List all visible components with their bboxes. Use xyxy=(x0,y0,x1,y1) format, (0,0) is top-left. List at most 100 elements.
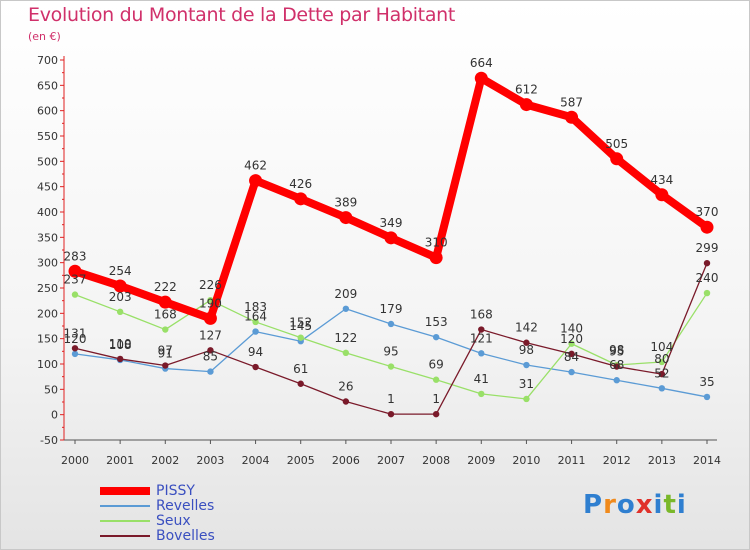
data-point xyxy=(158,295,172,309)
data-point xyxy=(568,350,575,358)
y-tick-label: 650 xyxy=(37,79,58,92)
x-tick-label: 2004 xyxy=(242,454,270,467)
data-point xyxy=(207,368,214,375)
data-label: 140 xyxy=(560,322,583,336)
data-label: 95 xyxy=(609,345,624,359)
series-seux xyxy=(71,289,711,403)
logo-letter: r xyxy=(603,490,617,520)
y-tick-label: 250 xyxy=(37,282,58,295)
x-tick-label: 2006 xyxy=(332,454,360,467)
data-point xyxy=(613,377,620,384)
x-tick-label: 2012 xyxy=(603,454,631,467)
x-tick-label: 2007 xyxy=(377,454,405,467)
axes: -50 0 50 100 150 200 250 300 350 400 450 500 550 600 6… xyxy=(37,54,721,467)
data-point xyxy=(432,410,440,418)
data-label: 190 xyxy=(199,296,222,310)
data-label: 349 xyxy=(380,216,403,230)
y-tick-label: 100 xyxy=(37,358,58,371)
y-tick-label: -50 xyxy=(40,434,58,447)
data-label: 587 xyxy=(560,95,583,109)
data-point xyxy=(565,110,579,124)
data-point xyxy=(71,345,79,352)
data-label: 462 xyxy=(244,159,267,173)
data-label: 142 xyxy=(515,321,538,335)
legend-label: Seux xyxy=(156,513,191,529)
data-point xyxy=(252,328,259,335)
x-tick-label: 2009 xyxy=(467,454,495,467)
legend-label: Revelles xyxy=(156,498,215,514)
x-tick-label: 2008 xyxy=(422,454,450,467)
data-label: 41 xyxy=(474,372,489,386)
data-point xyxy=(339,211,353,225)
logo-letter: P xyxy=(583,490,604,520)
data-point xyxy=(610,152,624,166)
data-label: 254 xyxy=(109,264,132,278)
data-point xyxy=(203,311,217,325)
data-label: 240 xyxy=(696,271,719,285)
data-label: 203 xyxy=(109,290,132,304)
data-point xyxy=(655,188,669,202)
data-label: 120 xyxy=(64,332,87,346)
data-label: 94 xyxy=(248,345,263,359)
y-tick-label: 400 xyxy=(37,206,58,219)
series-layer xyxy=(68,71,714,418)
proxiti-logo: Proxiti xyxy=(583,490,687,520)
data-label: 108 xyxy=(109,338,132,352)
data-point xyxy=(478,390,485,398)
data-label: 222 xyxy=(154,280,177,294)
data-point xyxy=(113,279,127,293)
data-point xyxy=(478,326,485,333)
data-point xyxy=(568,368,575,376)
data-label: 104 xyxy=(650,340,673,354)
data-point xyxy=(387,363,395,370)
data-label: 226 xyxy=(199,278,222,292)
data-point xyxy=(658,385,666,392)
data-point xyxy=(342,398,350,405)
logo-letter: i xyxy=(676,490,687,520)
data-point xyxy=(523,395,530,403)
data-point xyxy=(297,380,304,387)
data-label: 153 xyxy=(425,315,448,329)
data-point xyxy=(658,370,666,378)
data-point xyxy=(703,393,711,401)
data-label: 91 xyxy=(158,347,173,361)
y-tick-label: 450 xyxy=(37,181,58,194)
data-label: 183 xyxy=(244,300,267,314)
data-point xyxy=(387,320,395,328)
data-label: 95 xyxy=(383,345,398,359)
data-point xyxy=(252,363,259,371)
x-tick-label: 2001 xyxy=(106,454,134,467)
data-label: 120 xyxy=(560,332,583,346)
y-tick-label: 350 xyxy=(37,231,58,244)
data-point xyxy=(207,347,214,354)
data-point xyxy=(342,305,350,312)
data-point xyxy=(384,231,398,245)
data-label: 299 xyxy=(696,241,719,255)
data-point xyxy=(387,410,395,418)
y-tick-label: 50 xyxy=(44,383,58,396)
legend-swatch xyxy=(100,520,150,522)
data-label: 61 xyxy=(293,362,308,376)
x-tick-label: 2003 xyxy=(196,454,224,467)
data-point xyxy=(700,220,714,234)
x-tick-label: 2014 xyxy=(693,454,721,467)
legend-swatch xyxy=(100,487,150,495)
y-tick-label: 200 xyxy=(37,307,58,320)
data-point xyxy=(658,358,666,366)
data-label: 426 xyxy=(289,177,312,191)
series-pissy xyxy=(68,71,714,325)
data-point xyxy=(68,264,82,278)
y-tick-label: 700 xyxy=(37,54,58,67)
chart-subtitle: (en €) xyxy=(28,30,61,43)
y-tick-label: 300 xyxy=(37,257,58,270)
data-label: 68 xyxy=(609,358,624,372)
data-label: 612 xyxy=(515,83,538,97)
data-point xyxy=(613,363,620,370)
y-tick-label: 150 xyxy=(37,333,58,346)
data-label: 98 xyxy=(519,343,534,357)
data-label: 98 xyxy=(609,343,624,357)
x-tick-label: 2010 xyxy=(512,454,540,467)
data-label: 370 xyxy=(696,205,719,219)
x-tick-label: 2011 xyxy=(558,454,586,467)
